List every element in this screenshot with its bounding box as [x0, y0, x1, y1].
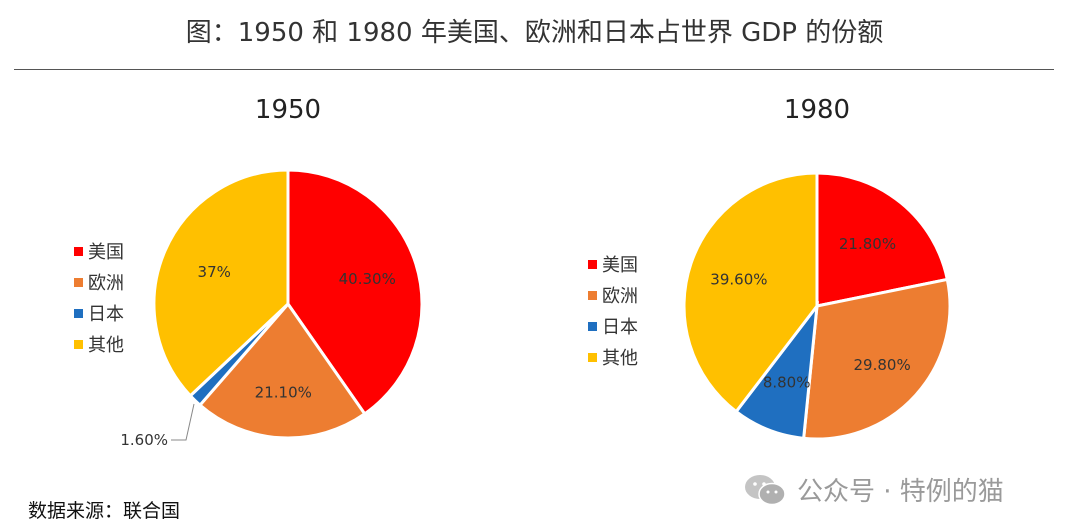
data-label: 39.60%: [710, 271, 767, 289]
data-label: 40.30%: [339, 270, 396, 288]
legend-swatch: [588, 322, 597, 331]
pie-slice-其他: [152, 168, 290, 398]
legend-swatch: [74, 247, 83, 256]
legend-swatch: [74, 278, 83, 287]
legend-swatch: [588, 353, 597, 362]
pie-slice-欧洲: [802, 277, 952, 441]
wechat-icon: [743, 472, 787, 508]
data-label: 29.80%: [854, 356, 911, 374]
chart-title: 1980: [784, 95, 850, 125]
title-divider: [14, 69, 1054, 70]
legend-swatch: [74, 309, 83, 318]
pie-slice-美国: [815, 171, 950, 308]
pie-slice-其他: [682, 171, 819, 414]
legend-label: 美国: [602, 255, 638, 276]
legend-label: 其他: [602, 348, 638, 369]
watermark: 公众号 · 特例的猫: [743, 471, 1004, 508]
pie-slice-美国: [286, 168, 424, 416]
chart-title: 1950: [255, 95, 321, 125]
data-label: 21.80%: [839, 235, 896, 253]
source-note: 数据来源：联合国: [28, 500, 181, 522]
legend-swatch: [588, 260, 597, 269]
data-label: 37%: [198, 263, 231, 281]
legend-swatch: [74, 340, 83, 349]
legend-label: 其他: [88, 335, 124, 356]
legend-label: 日本: [602, 317, 638, 338]
data-label: 21.10%: [255, 383, 312, 401]
watermark-text: 公众号 · 特例的猫: [797, 477, 1004, 507]
leader-line: [171, 403, 195, 441]
pie-slice-欧洲: [197, 301, 367, 440]
legend-label: 日本: [88, 304, 124, 325]
legend-label: 美国: [88, 242, 124, 263]
legend-label: 欧洲: [602, 286, 638, 307]
data-label: 1.60%: [120, 431, 168, 449]
legend-label: 欧洲: [88, 273, 124, 294]
page-title: 图：1950 和 1980 年美国、欧洲和日本占世界 GDP 的份额: [185, 18, 884, 48]
legend-swatch: [588, 291, 597, 300]
data-label: 8.80%: [763, 374, 811, 392]
